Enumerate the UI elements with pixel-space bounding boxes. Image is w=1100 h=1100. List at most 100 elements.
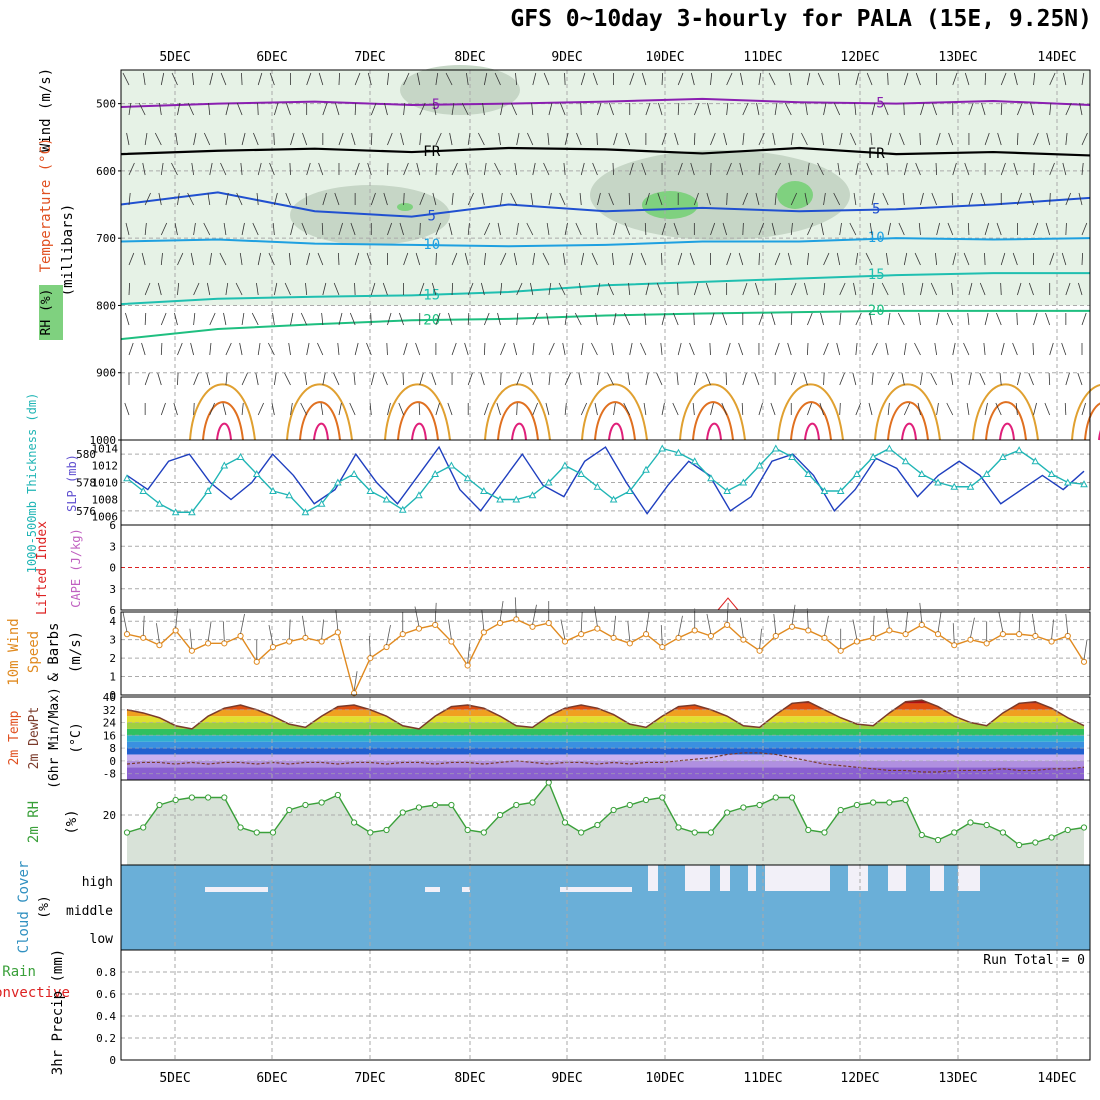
rh2m-point (253, 829, 260, 836)
isotherm-label: FR (868, 146, 885, 162)
wind-barb (1081, 402, 1086, 416)
wind-barb (548, 192, 552, 206)
wind-barb (930, 372, 937, 386)
wind-barb (645, 102, 651, 116)
wind-barb (920, 372, 923, 386)
wind-barb (160, 162, 164, 176)
wind-barb (705, 372, 711, 386)
wind-barb (885, 342, 889, 356)
wind-barb (515, 72, 518, 86)
wind10m-point (561, 638, 569, 645)
warm-contour (1084, 402, 1100, 441)
wind-barb (1029, 192, 1034, 206)
wind-barb (171, 72, 178, 86)
wind-barb (128, 252, 135, 266)
wind-barb (597, 282, 601, 296)
rh2m-point (1048, 834, 1055, 841)
wind-barb (513, 342, 518, 356)
temp-line (126, 699, 1085, 730)
wind-barb (160, 342, 163, 356)
wind-barb (467, 372, 473, 386)
slp-point (171, 508, 180, 516)
slp-point (447, 461, 456, 469)
wind-barb (288, 252, 291, 266)
wind-barb (1033, 222, 1039, 236)
wind10m-speed-title: Speed (26, 631, 42, 673)
wind-barb (563, 162, 566, 176)
rh2m-point (123, 829, 131, 836)
wind-barb (690, 162, 695, 176)
wind-barb (144, 192, 151, 206)
wind-barb (593, 606, 598, 627)
wind-barb (807, 342, 809, 356)
slp-point (285, 491, 294, 499)
wind-barb (657, 192, 663, 206)
wind-barb (758, 132, 765, 146)
y-tick-label-left: 578 (76, 477, 96, 490)
isotherm-20 (120, 309, 1090, 341)
wind-barb (673, 222, 679, 236)
isotherm-label: -5 (868, 96, 885, 112)
rh2m-point (951, 829, 958, 836)
wind-barb (628, 192, 631, 206)
rh2m-point (1032, 839, 1039, 846)
wind-barb (483, 312, 490, 326)
wind-barb (370, 132, 373, 146)
wind-barb (433, 102, 437, 116)
wind-barb (546, 312, 550, 326)
wind-barb (674, 132, 679, 146)
wind-barb (580, 102, 582, 116)
wind-barb (516, 282, 523, 296)
wind-barb (995, 402, 1002, 416)
wind-barb (887, 72, 889, 86)
wind-barb (209, 402, 215, 416)
wind-barb (839, 402, 841, 416)
rh2m-point (448, 801, 455, 809)
wind-barb (580, 612, 583, 633)
wind-barb (144, 282, 151, 296)
wind-barb (203, 132, 211, 146)
wind-barb (481, 610, 485, 631)
wind-barb (1065, 102, 1072, 116)
wind-barb (919, 132, 921, 146)
slp-point (188, 508, 196, 516)
wind-barb (548, 102, 553, 116)
wind-barb (386, 342, 388, 356)
wind-barb (497, 222, 501, 236)
rh2m-point (350, 819, 358, 826)
wind-barb (338, 72, 340, 86)
wind-barb (661, 132, 667, 146)
wind-barb (370, 312, 372, 326)
date-label-bottom: 14DEC (1037, 1071, 1076, 1086)
rh2m-point (221, 794, 228, 801)
wind-barb (661, 252, 663, 266)
rh-shading-blob (400, 65, 520, 115)
wind-barb (516, 312, 519, 326)
wind-barb (833, 102, 841, 116)
wind-barb (1012, 252, 1018, 266)
wind10m-point (269, 643, 277, 651)
wind-barb (320, 402, 324, 416)
wind-barb (399, 222, 404, 236)
rh2m-point (724, 809, 731, 816)
wind-barb (285, 102, 291, 116)
wind-barb (333, 372, 340, 386)
rh2m-point (902, 796, 909, 804)
wind-barb (1017, 192, 1022, 206)
wind-barb (547, 132, 550, 146)
wind-barb (193, 372, 199, 386)
wind-barb (964, 72, 970, 86)
wind10m-panel: 0 1 2 3 4 (109, 597, 1091, 702)
wind-barb (902, 192, 905, 206)
wind-barb (1044, 402, 1051, 416)
wind10m-point (205, 640, 212, 647)
slp-point (690, 457, 699, 465)
cloud-gap (685, 865, 710, 891)
wind-barb (899, 132, 905, 146)
wind-barb (414, 606, 420, 627)
wind-barb (419, 192, 425, 206)
wind-barb (273, 282, 278, 296)
wind-barb (175, 132, 178, 146)
wind-barb (354, 102, 357, 116)
wind-barb (579, 192, 582, 206)
